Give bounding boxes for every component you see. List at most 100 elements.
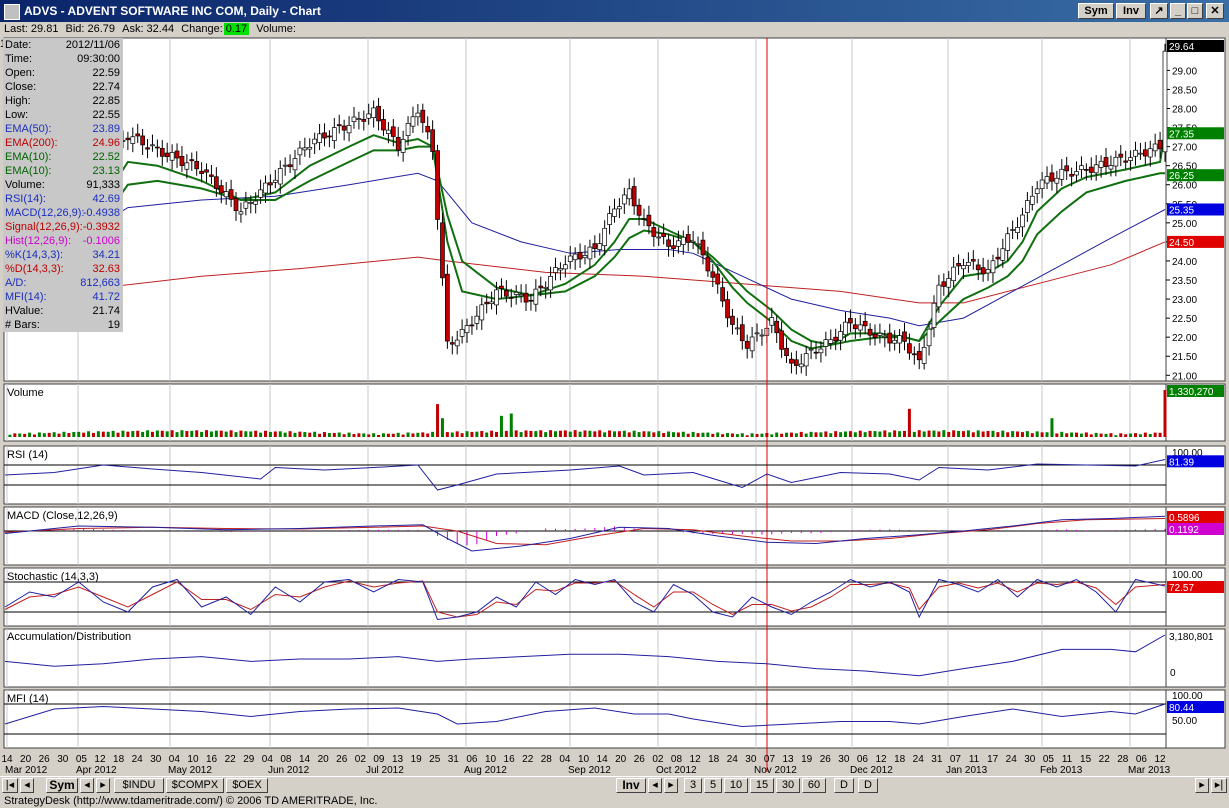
period-d[interactable]: D [834, 778, 854, 793]
period-60[interactable]: 60 [802, 778, 826, 793]
info-row: High: 22.85 [3, 94, 123, 108]
sym-button[interactable]: Sym [1078, 3, 1114, 19]
volume-bar [598, 430, 602, 437]
period-10[interactable]: 10 [724, 778, 748, 793]
candle-body [1049, 172, 1055, 182]
scroll-first-icon[interactable]: |◂ [2, 778, 18, 793]
candle-body [356, 118, 362, 120]
candle-body [995, 256, 1001, 260]
volume-bar [1158, 432, 1162, 437]
tab-compx[interactable]: $COMPX [166, 778, 224, 793]
candle-body [130, 136, 136, 144]
volume-bar [642, 431, 646, 437]
tab-prev-icon[interactable]: ◂ [80, 778, 94, 793]
price-tick-label: 28.00 [1172, 105, 1197, 116]
info-label: RSI(14): [5, 193, 46, 205]
info-value: 32.63 [92, 263, 120, 275]
x-month-label: Sep 2012 [568, 765, 611, 776]
volume-bar [357, 433, 361, 437]
x-day-label: 04 [559, 754, 571, 765]
volume-bar [706, 432, 710, 437]
volume-bar [617, 431, 621, 437]
candle-body [366, 113, 372, 119]
period-prev-icon[interactable]: ◂ [648, 778, 662, 793]
tab-next-icon[interactable]: ▸ [96, 778, 110, 793]
volume-bar [907, 408, 911, 437]
quote-ask: Ask: 32.44 [122, 23, 175, 35]
volume-bar [937, 431, 941, 437]
sym-tab-button[interactable]: Sym [46, 778, 78, 793]
tab-indu[interactable]: $INDU [114, 778, 164, 793]
period-3[interactable]: 3 [684, 778, 702, 793]
volume-bar [436, 404, 440, 437]
volume-bar [219, 430, 223, 437]
close-icon[interactable]: ✕ [1206, 3, 1224, 19]
price-tag: 29.64 [1169, 42, 1194, 53]
period-15[interactable]: 15 [750, 778, 774, 793]
candle-body [169, 152, 175, 161]
minimize-icon[interactable]: _ [1170, 3, 1186, 19]
x-day-label: 07 [764, 754, 776, 765]
candle-body [440, 222, 445, 279]
candle-body [882, 335, 888, 338]
candle-body [985, 269, 991, 274]
info-value: 34.21 [92, 249, 120, 261]
x-day-label: 30 [1024, 754, 1036, 765]
inv-tab-button[interactable]: Inv [616, 778, 646, 793]
detach-icon[interactable]: ↗ [1150, 3, 1168, 19]
candle-body [946, 278, 952, 288]
candle-body [990, 260, 996, 274]
volume-bar [809, 431, 813, 437]
period-5[interactable]: 5 [704, 778, 722, 793]
x-day-label: 06 [1136, 754, 1148, 765]
candle-body [272, 179, 278, 183]
candle-body [346, 125, 352, 134]
volume-bar [278, 431, 282, 437]
info-label: # Bars: [5, 319, 40, 331]
info-label: HValue: [5, 305, 44, 317]
volume-bar [82, 432, 86, 437]
info-value: 23.13 [92, 165, 120, 177]
candle-body [828, 339, 834, 344]
volume-bar [273, 431, 277, 437]
candle-body [390, 126, 396, 137]
volume-bar [789, 432, 793, 437]
candle-body [405, 123, 411, 136]
volume-bar [986, 431, 990, 437]
candle-body [735, 327, 740, 330]
info-row: EMA(10): 22.52 [3, 150, 123, 164]
x-day-label: 13 [783, 754, 795, 765]
volume-bar [1124, 434, 1128, 437]
info-row: Close: 22.74 [3, 80, 123, 94]
x-day-label: 26 [39, 754, 51, 765]
x-day-label: 17 [987, 754, 999, 765]
x-day-label: 24 [1006, 754, 1018, 765]
volume-bar [588, 430, 592, 437]
candle-body [479, 304, 485, 321]
period-d-2[interactable]: D [858, 778, 878, 793]
x-day-label: 05 [1043, 754, 1055, 765]
candle-body [543, 286, 549, 289]
maximize-icon[interactable]: □ [1187, 3, 1203, 19]
candle-body [1128, 157, 1133, 161]
period-30[interactable]: 30 [776, 778, 800, 793]
scroll-last-icon[interactable]: ▸| [1211, 778, 1227, 793]
stock-chart[interactable]: 29.0028.5028.0027.5027.0026.5026.0025.50… [0, 37, 1229, 776]
inv-button[interactable]: Inv [1116, 3, 1146, 19]
candle-body [164, 152, 170, 157]
rsi-line [4, 459, 1166, 491]
candle-body [744, 340, 750, 349]
candle-body [961, 265, 966, 270]
volume-bar [214, 430, 218, 437]
scroll-right-icon[interactable]: ▸ [1195, 778, 1209, 793]
volume-bar [77, 431, 81, 437]
scroll-left-icon[interactable]: ◂ [20, 778, 34, 793]
candle-body [238, 211, 244, 215]
candle-body [941, 281, 947, 287]
tab-oex[interactable]: $OEX [226, 778, 268, 793]
volume-bar [455, 431, 459, 437]
period-next-icon[interactable]: ▸ [664, 778, 678, 793]
stoch-tag-bg [1167, 581, 1224, 593]
candle-body [1069, 174, 1074, 177]
ad-tick-label: 0 [1170, 668, 1176, 679]
